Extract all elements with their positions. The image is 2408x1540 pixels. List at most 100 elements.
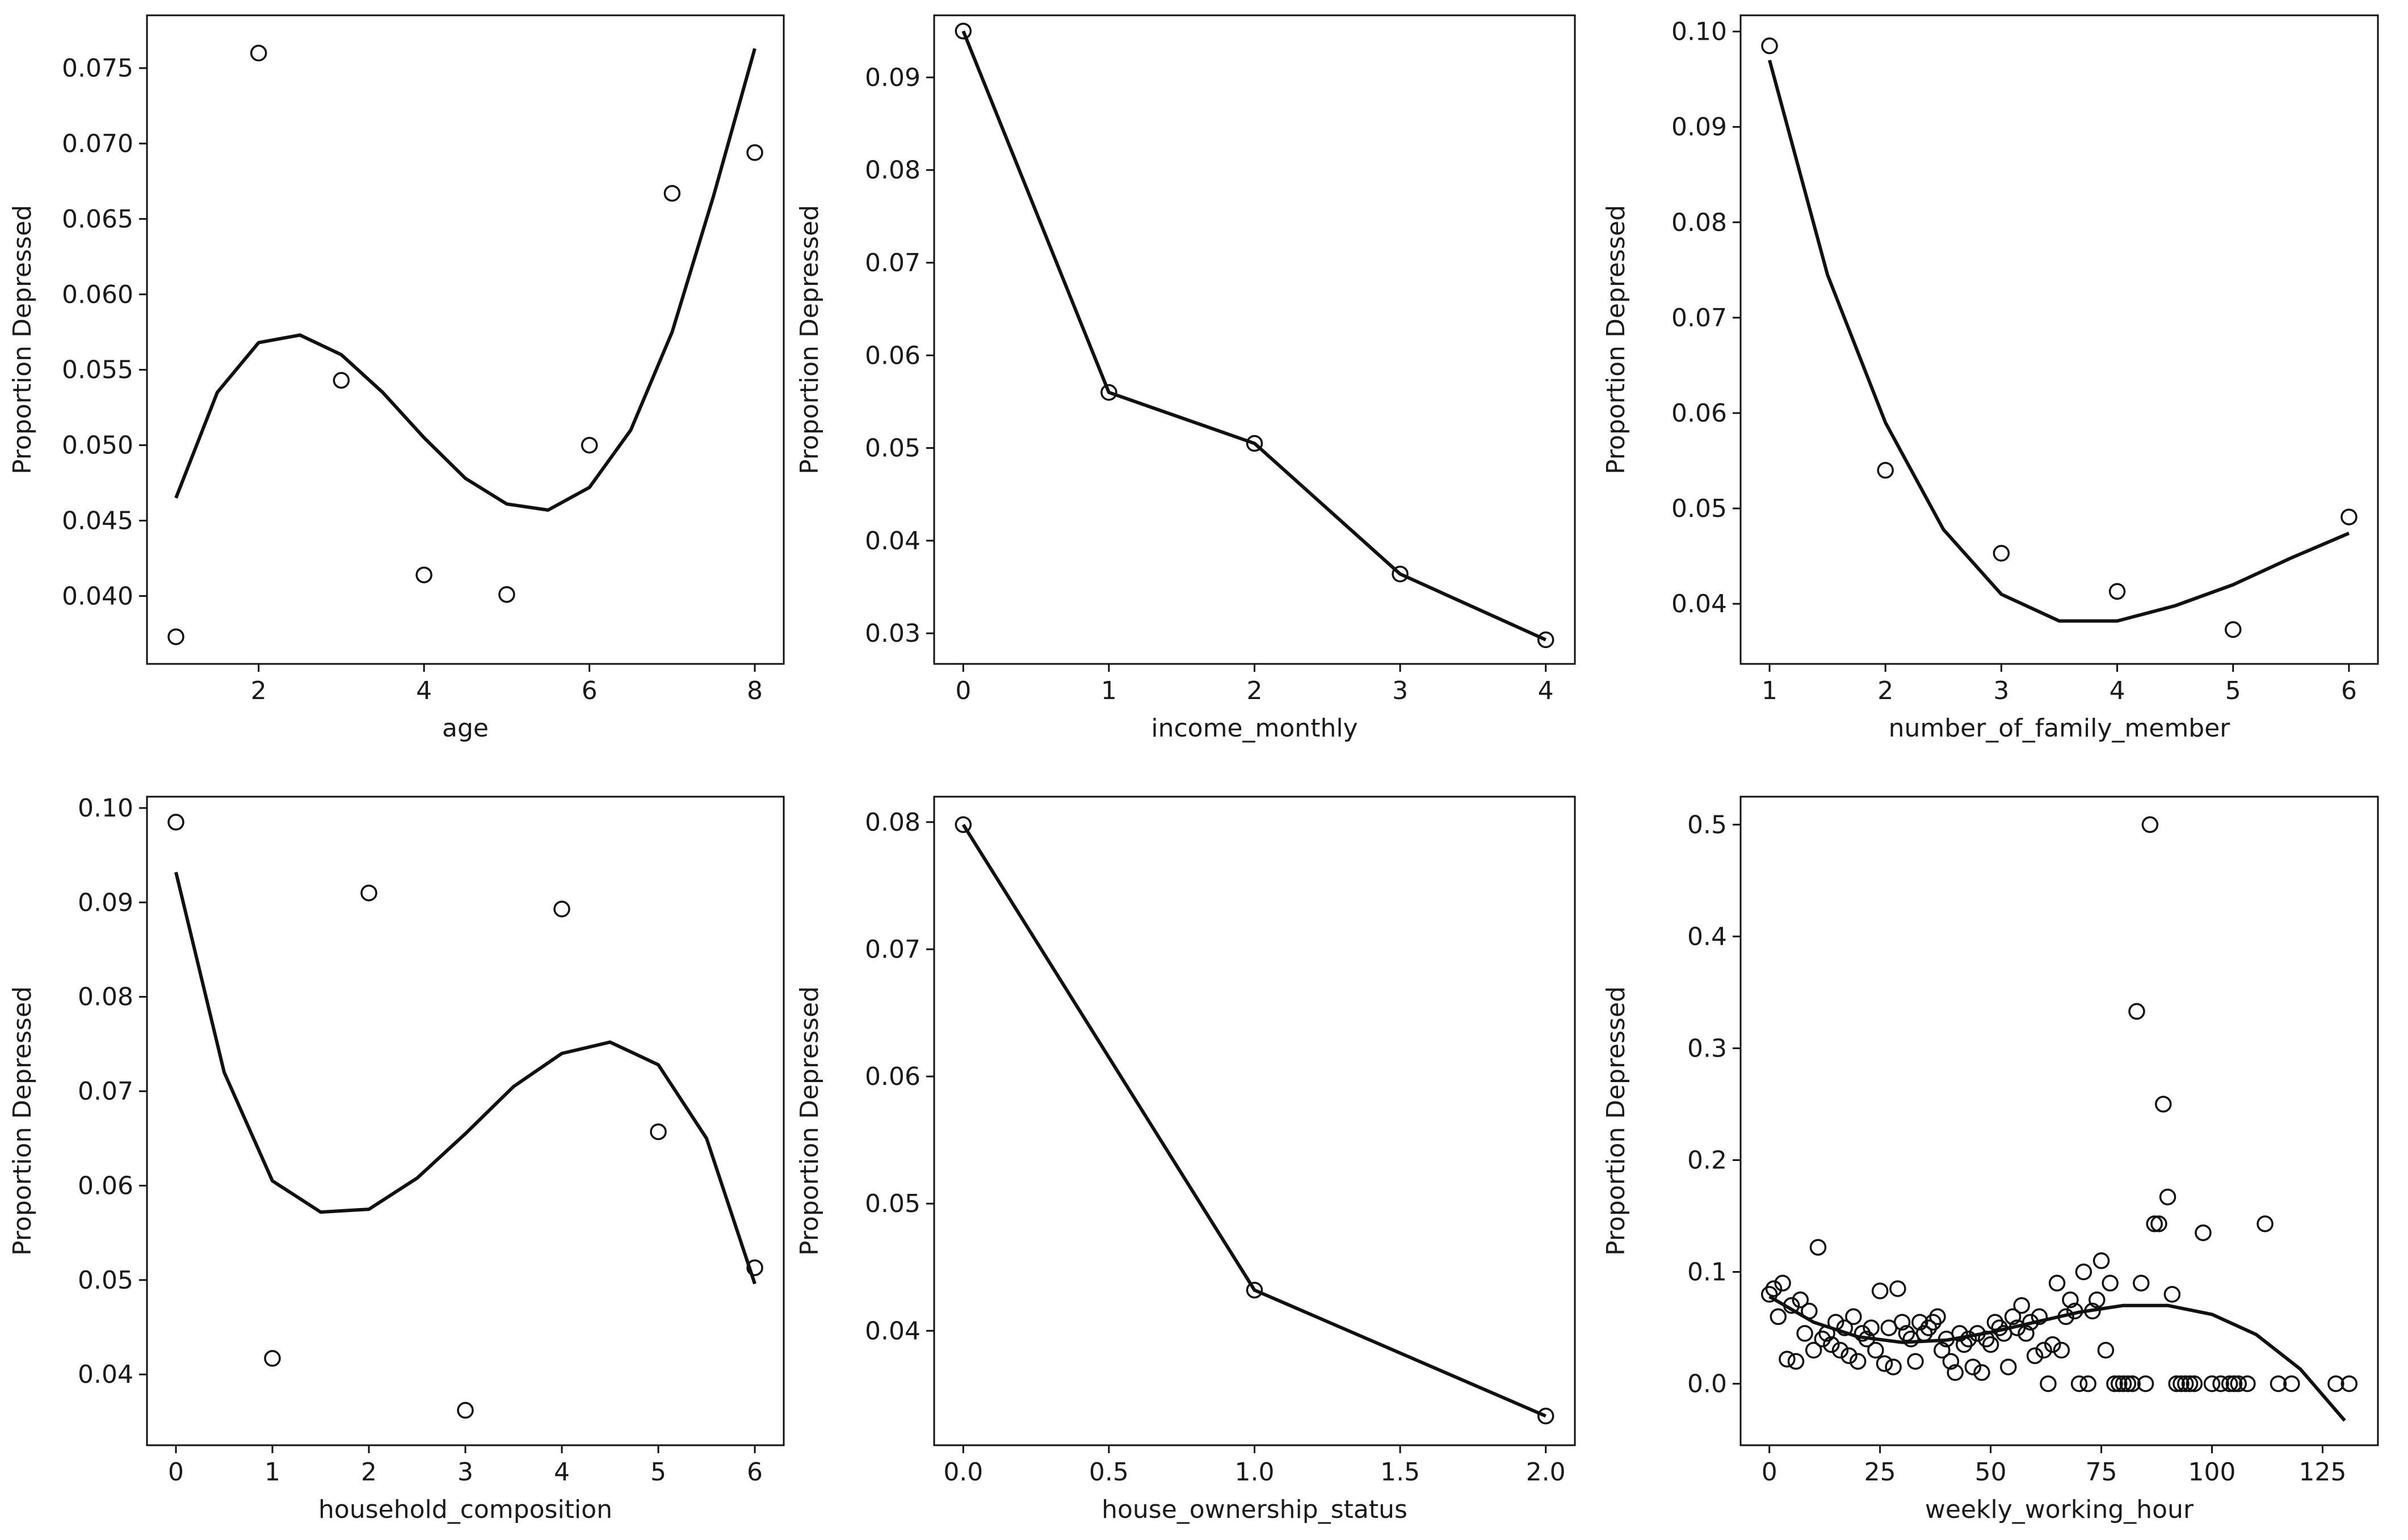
data-point [167,814,184,831]
x-tick-label: 4 [554,1458,570,1487]
data-point [1831,1341,1849,1359]
data-point [1537,631,1554,649]
data-point [2106,1375,2123,1392]
data-point [2004,1308,2022,1326]
y-tick-label: 0.04 [78,1360,133,1389]
y-tick-label: 0.09 [865,63,921,92]
data-point [360,884,377,902]
data-point [955,23,972,40]
y-tick-label: 0.06 [865,1062,921,1091]
data-point [2327,1375,2344,1392]
data-point [2026,1347,2044,1365]
x-axis-label: house_ownership_status [1102,1495,1407,1524]
data-point [1993,545,2010,562]
subplot-6-weekly_working_hour: 0 25 50 75 100 125 0.0 0.1 0.2 0.3 0.4 0.5 weekly_wo… [1602,796,2379,1524]
data-point [2181,1375,2199,1392]
data-point [1924,1314,1941,1331]
data-point [1947,1364,1964,1381]
y-tick-label: 0.08 [78,983,133,1012]
data-point [1845,1308,1862,1326]
x-tick-label: 1 [1762,676,1777,705]
y-tick-label: 0.05 [78,1266,133,1295]
subplot-2-income_monthly: 0 1 2 3 4 0.03 0.04 0.05 0.06 0.07 0.08 0.09 income_… [795,14,1576,743]
data-point [2230,1375,2247,1392]
data-point [2172,1375,2190,1392]
data-point [2163,1286,2181,1303]
data-point [1246,435,1263,452]
x-tick-label: 5 [650,1458,666,1487]
data-point [415,566,432,583]
y-tick-label: 0.04 [865,527,921,556]
data-point [1801,1302,1818,1320]
x-tick-label: 0 [1762,1458,1777,1487]
y-tick-label: 0.07 [1671,304,1727,333]
data-point [1849,1353,1867,1370]
data-point [1934,1341,1951,1359]
x-tick-label: 3 [1993,676,2009,705]
data-point [1951,1325,1968,1342]
y-axis-label: Proportion Depressed [8,205,37,474]
data-point [2212,1375,2229,1392]
data-point [1969,1325,1986,1342]
x-tick-label: 0 [955,676,971,705]
y-axis-label: Proportion Depressed [795,986,824,1256]
data-point [1973,1364,1990,1381]
data-point [2115,1375,2132,1392]
x-tick-label: 100 [2188,1458,2236,1487]
y-tick-label: 0.09 [1671,113,1727,142]
trend-line [961,823,1547,1418]
x-tick-label: 1 [264,1458,280,1487]
data-point [2084,1302,2101,1320]
data-point [1392,565,1409,583]
x-axis-label: number_of_family_member [1889,714,2231,743]
data-point [2239,1375,2256,1392]
x-tick-label: 0.5 [1089,1458,1129,1487]
data-point [955,816,972,834]
data-point [2221,1375,2238,1392]
data-point [1787,1353,1805,1370]
data-point [581,436,598,454]
y-tick-label: 0.06 [1671,399,1727,428]
y-tick-label: 0.05 [1671,494,1727,523]
data-point [498,586,515,603]
y-tick-label: 0.07 [865,935,921,964]
x-tick-label: 3 [457,1458,473,1487]
data-point [1840,1347,1858,1365]
x-tick-label: 6 [582,676,598,705]
data-point [1867,1341,1884,1359]
subplot-5-house_ownership_status: 0.0 0.5 1.0 1.5 2.0 0.04 0.05 0.06 0.07 0.08 house… [795,796,1576,1524]
y-tick-label: 0.055 [62,356,133,385]
data-point [2119,1375,2137,1392]
data-point [2070,1375,2088,1392]
data-point [2031,1308,2048,1326]
y-tick-label: 0.050 [62,431,133,460]
data-point [2079,1375,2096,1392]
data-point [746,144,763,161]
trend-line [961,30,1547,642]
data-point [1823,1336,1840,1353]
y-tick-label: 0.08 [865,156,921,185]
data-point [1100,384,1117,401]
data-point [1929,1308,1946,1326]
y-tick-label: 0.09 [78,888,133,917]
x-tick-label: 4 [416,676,432,705]
x-tick-label: 0.0 [943,1458,983,1487]
y-tick-label: 0.03 [865,619,921,648]
data-point [1246,1281,1263,1299]
x-tick-label: 2 [361,1458,377,1487]
data-point [1942,1353,1960,1370]
data-point [1770,1308,1787,1326]
x-tick-label: 125 [2299,1458,2347,1487]
y-tick-label: 0.3 [1687,1034,1727,1063]
data-point [1774,1274,1791,1292]
data-point [1863,1319,1880,1336]
data-point [2124,1375,2141,1392]
data-point [1956,1336,1973,1353]
y-axis-label: Proportion Depressed [1602,986,1630,1256]
y-tick-label: 0.5 [1687,810,1727,839]
data-point [2088,1291,2106,1308]
data-point [650,1123,667,1141]
data-point [2066,1302,2083,1320]
x-tick-label: 75 [2086,1458,2117,1487]
